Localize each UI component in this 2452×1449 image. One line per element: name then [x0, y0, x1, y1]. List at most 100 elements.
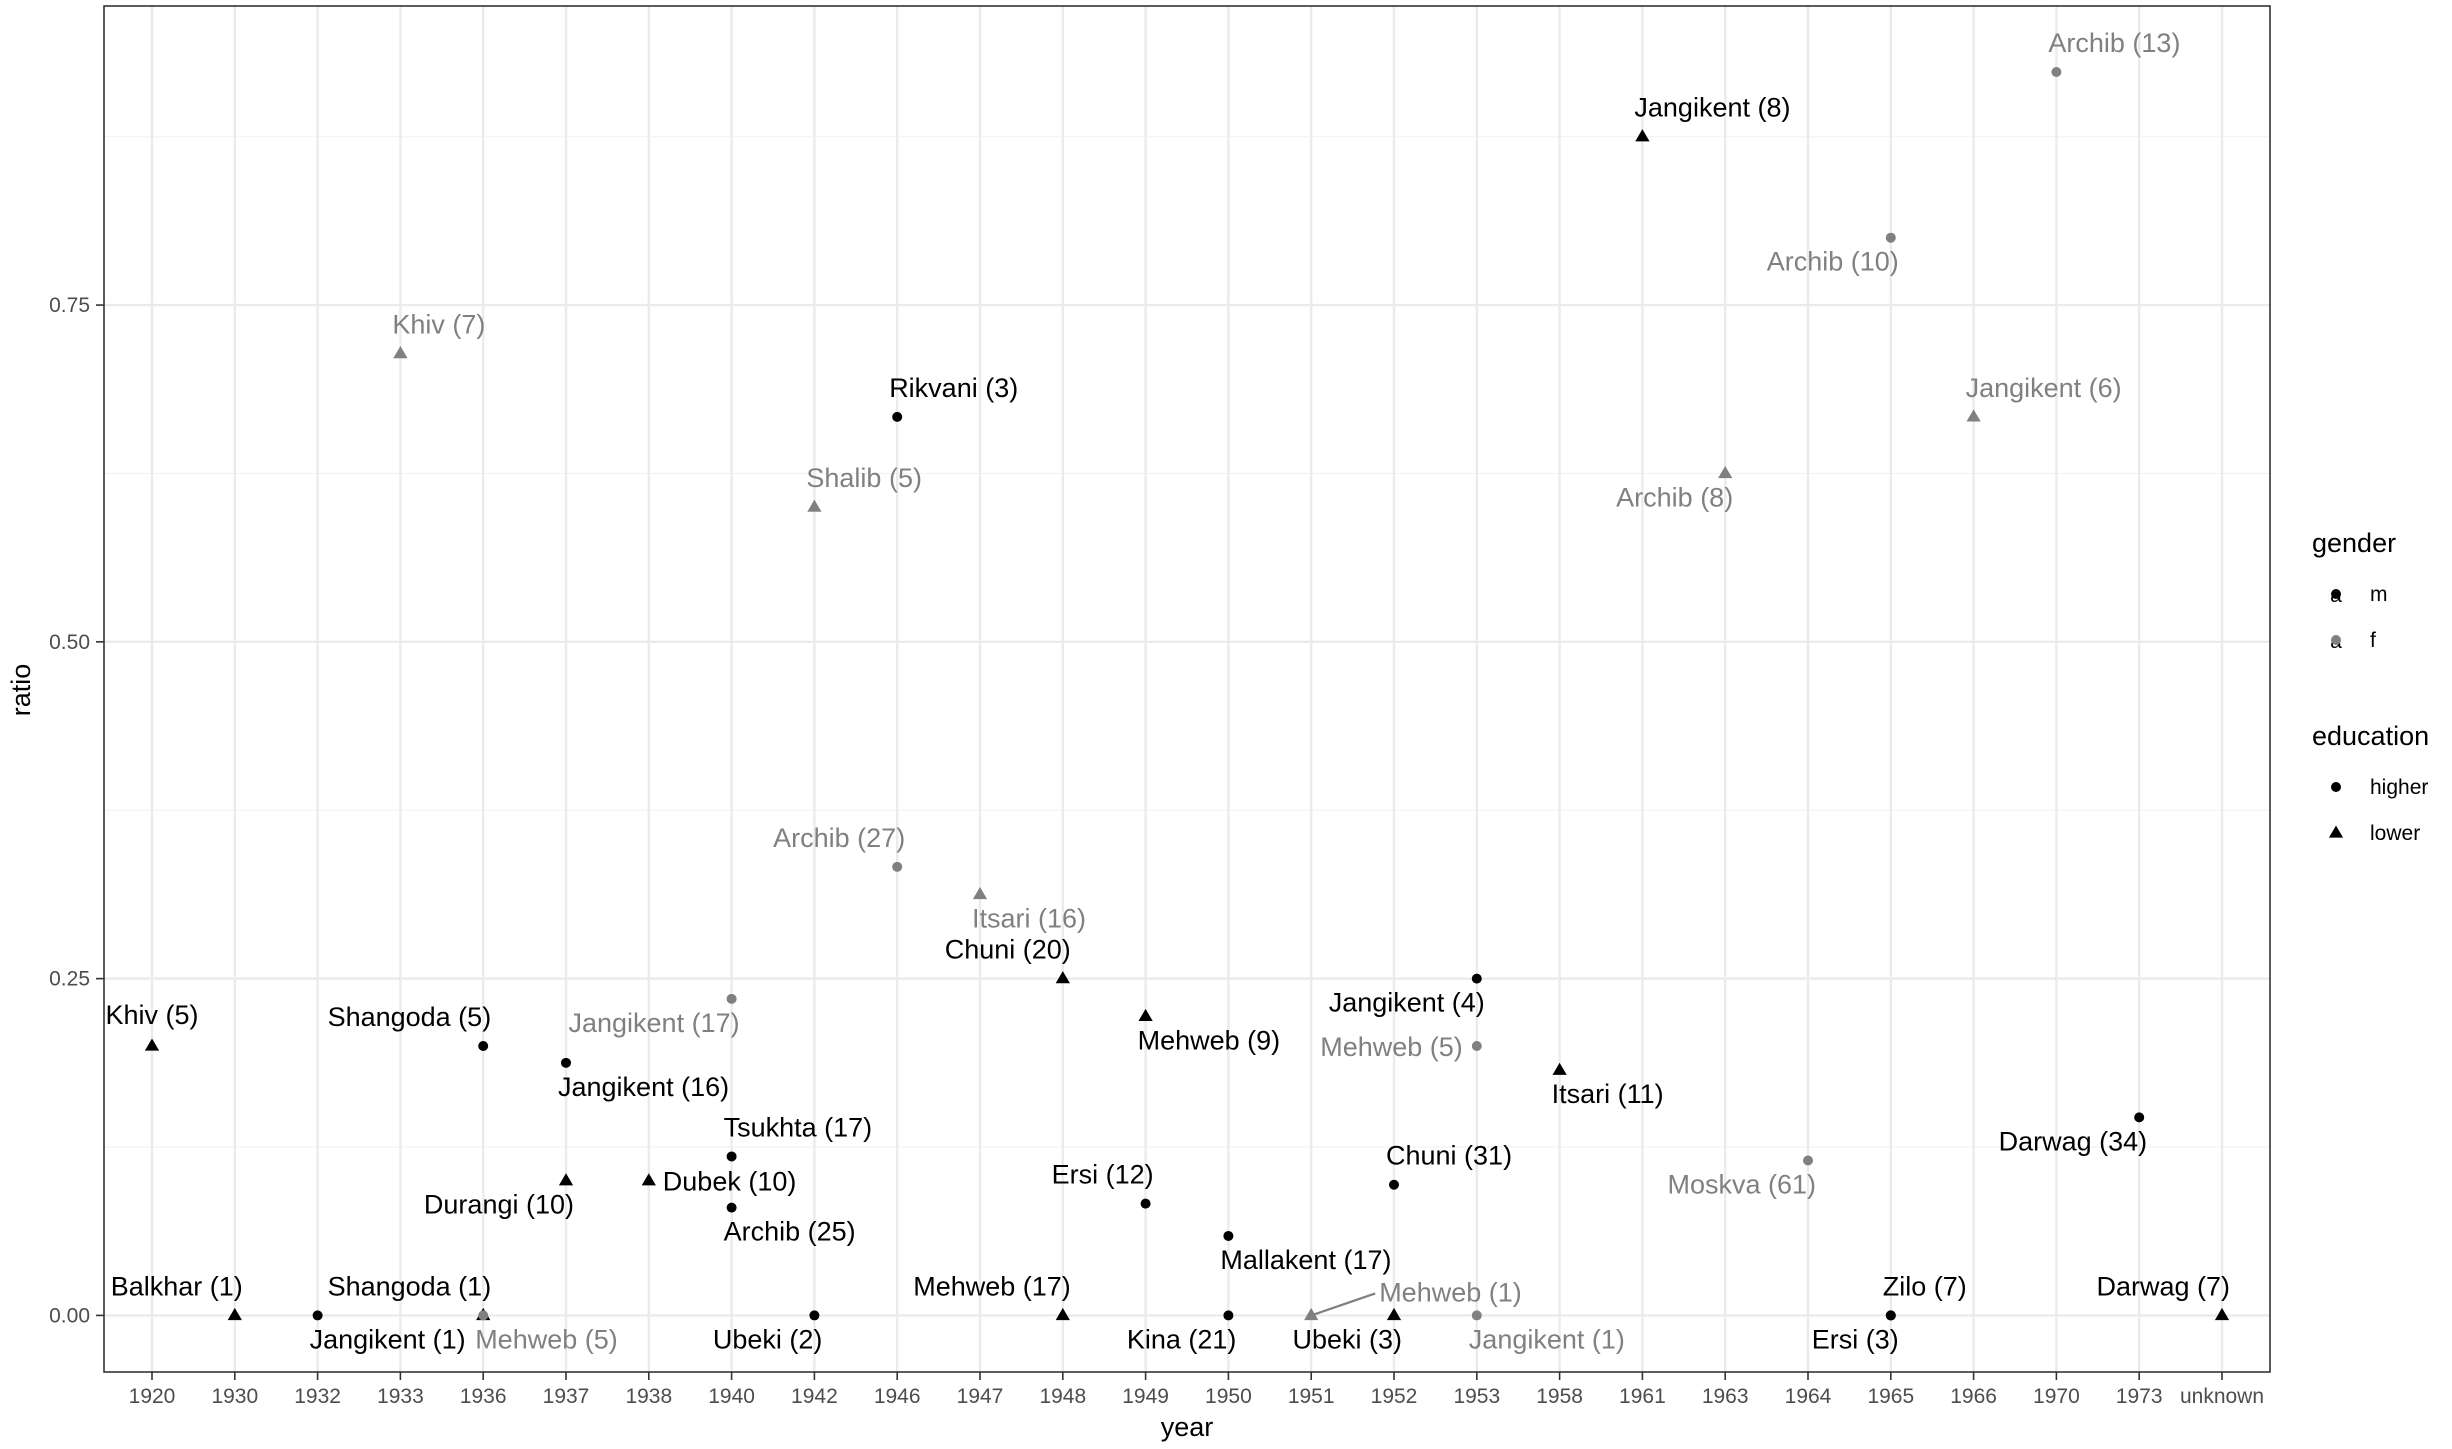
point-label: Dubek (10) [663, 1167, 797, 1197]
data-point [1055, 971, 1070, 984]
legend-label: f [2370, 629, 2376, 652]
data-point [312, 1310, 323, 1321]
x-tick-label: unknown [2180, 1385, 2264, 1408]
x-tick-label: 1970 [2033, 1385, 2080, 1408]
data-point [393, 346, 408, 359]
data-point [1304, 1307, 1319, 1321]
x-tick-label: 1937 [543, 1385, 590, 1408]
legend-title-education: education [2312, 721, 2429, 751]
point-label: Jangikent (16) [558, 1072, 729, 1102]
point-label: Ubeki (2) [713, 1324, 823, 1354]
point-label: Moskva (61) [1667, 1169, 1816, 1199]
point-label: Khiv (5) [105, 1000, 198, 1030]
x-tick-label: 1964 [1785, 1385, 1832, 1408]
point-label: Jangikent (4) [1329, 988, 1485, 1018]
data-point [2214, 1307, 2230, 1321]
y-tick-label: 0.75 [49, 294, 90, 317]
data-point [1966, 409, 1981, 422]
point-label: Jangikent (1) [1469, 1324, 1625, 1354]
point-label: Ersi (12) [1052, 1160, 1154, 1190]
point-labels: Khiv (5) Balkhar (1) Jangikent (1) Khiv (7)… [105, 28, 2230, 1354]
data-point [144, 1038, 160, 1051]
x-tick-label: 1965 [1867, 1385, 1914, 1408]
data-point [726, 993, 737, 1004]
data-point [227, 1307, 242, 1321]
x-tick-label: 1952 [1371, 1385, 1418, 1408]
legend-key-shape [2328, 825, 2344, 838]
legend-key-point [2331, 589, 2341, 599]
x-tick-label: 1948 [1039, 1385, 1086, 1408]
point-label: Rikvani (3) [889, 373, 1018, 403]
x-tick-label: 1947 [957, 1385, 1004, 1408]
x-tick-label: 1938 [625, 1385, 672, 1408]
data-point [1471, 973, 1482, 984]
data-point [1885, 232, 1896, 243]
point-label: Mallakent (17) [1220, 1245, 1391, 1275]
point-label: Mehweb (9) [1138, 1025, 1281, 1055]
data-point [1140, 1198, 1151, 1209]
data-point [558, 1173, 574, 1186]
x-tick-label: 1936 [460, 1385, 507, 1408]
data-point [1223, 1230, 1234, 1241]
data-point [1386, 1307, 1402, 1321]
point-label: Itsari (16) [972, 903, 1086, 933]
point-label: Chuni (31) [1386, 1141, 1512, 1171]
point-label: Archib (10) [1767, 247, 1899, 277]
data-point [2051, 67, 2062, 78]
point-label: Archib (13) [2048, 28, 2180, 58]
point-label: Itsari (11) [1552, 1079, 1664, 1109]
y-tick-label: 0.50 [49, 631, 90, 654]
data-point [1635, 129, 1650, 142]
y-axis-title: ratio [6, 664, 36, 717]
x-tick-label: 1950 [1205, 1385, 1252, 1408]
legend-label: m [2370, 583, 2388, 606]
point-label: Jangikent (8) [1634, 93, 1790, 123]
point-label: Archib (27) [773, 823, 905, 853]
legend-title-gender: gender [2312, 528, 2396, 558]
data-point [478, 1310, 489, 1321]
point-label: Jangikent (17) [568, 1008, 739, 1038]
label-leader-line [1310, 1292, 1376, 1317]
data-point [726, 1202, 737, 1213]
x-tick-label: 1933 [377, 1385, 424, 1408]
data-point [1718, 465, 1733, 479]
x-tick-label: 1940 [708, 1385, 755, 1408]
plot-border [103, 5, 2271, 1373]
point-label: Ubeki (3) [1292, 1324, 1402, 1354]
plot-background [104, 6, 2270, 1372]
y-axis: 0.00 0.25 0.50 0.75 [49, 294, 104, 1327]
data-point [478, 1040, 489, 1051]
point-label: Balkhar (1) [111, 1271, 243, 1301]
point-label: Shangoda (1) [328, 1271, 492, 1301]
data-point [2134, 1112, 2145, 1123]
point-label: Jangikent (6) [1966, 373, 2122, 403]
x-tick-label: 1949 [1122, 1385, 1169, 1408]
data-points [144, 67, 2230, 1321]
point-label: Archib (25) [724, 1217, 856, 1247]
data-point [1055, 1307, 1070, 1321]
x-tick-label: 1942 [791, 1385, 838, 1408]
point-label: Mehweb (17) [913, 1271, 1071, 1301]
point-label: Mehweb (5) [475, 1324, 618, 1354]
x-tick-label: 1930 [211, 1385, 258, 1408]
y-tick-label: 0.00 [49, 1304, 90, 1327]
x-tick-label: 1958 [1536, 1385, 1583, 1408]
x-tick-label: 1920 [129, 1385, 176, 1408]
point-label: Tsukhta (17) [724, 1112, 873, 1142]
data-point [1471, 1040, 1482, 1051]
point-label: Jangikent (1) [310, 1324, 466, 1354]
point-label: Mehweb (1) [1379, 1277, 1522, 1307]
x-tick-label: 1951 [1288, 1385, 1335, 1408]
data-point [809, 1310, 820, 1321]
point-label: Shangoda (5) [328, 1002, 492, 1032]
x-axis: 1920 1930 1932 1933 1936 1937 1938 1940 1942 1946… [129, 1372, 2264, 1408]
legend-key-shape [2331, 782, 2341, 792]
data-point [561, 1057, 571, 1068]
legend-education-items: higher lower [2328, 776, 2428, 845]
data-point [1552, 1062, 1567, 1075]
legend-gender-items: amaf [2330, 583, 2387, 653]
x-tick-label: 1946 [874, 1385, 921, 1408]
data-point [1471, 1310, 1482, 1321]
legend-key-point [2331, 635, 2341, 645]
